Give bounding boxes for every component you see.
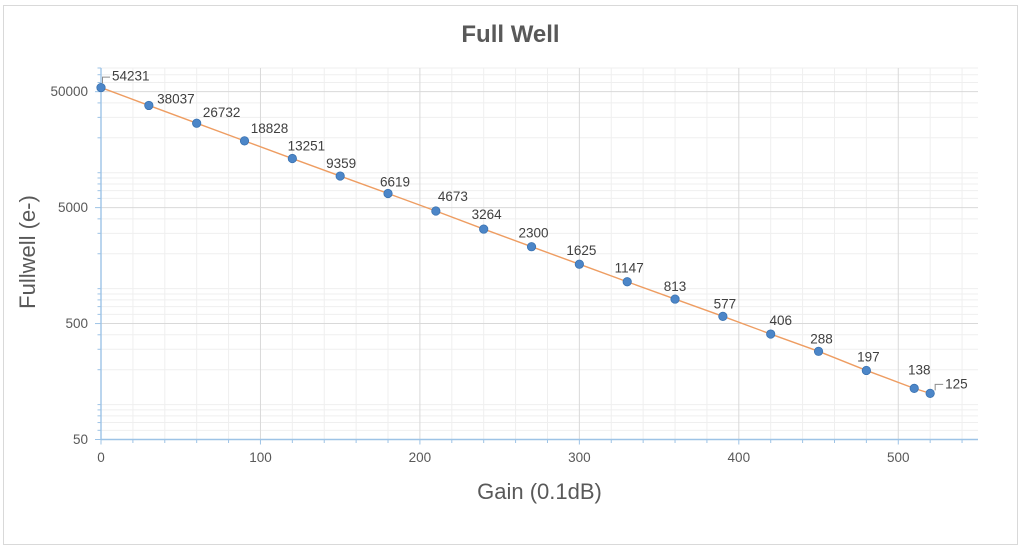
data-point-label: 9359 bbox=[326, 156, 356, 171]
data-point-marker[interactable] bbox=[670, 294, 680, 304]
data-point-label: 406 bbox=[769, 313, 792, 328]
data-point-label: 288 bbox=[810, 331, 833, 346]
data-point-marker[interactable] bbox=[861, 365, 871, 376]
data-point-label: 138 bbox=[908, 362, 931, 377]
x-tick-label: 200 bbox=[409, 450, 432, 465]
data-point-label: 813 bbox=[664, 279, 687, 294]
data-point-marker[interactable] bbox=[239, 136, 250, 146]
y-tick-label: 500 bbox=[65, 316, 88, 331]
data-point-label: 13251 bbox=[288, 139, 326, 154]
data-point-marker[interactable] bbox=[718, 311, 728, 321]
data-point-label: 125 bbox=[945, 376, 968, 391]
data-point-marker[interactable] bbox=[383, 188, 393, 199]
x-tick-label: 0 bbox=[97, 450, 105, 465]
chart-frame[interactable] bbox=[3, 5, 1018, 545]
y-tick-label: 5000 bbox=[58, 200, 88, 215]
data-point-label: 2300 bbox=[519, 226, 549, 241]
x-tick-label: 300 bbox=[568, 450, 591, 465]
data-point-marker[interactable] bbox=[526, 242, 537, 252]
label-leader-line bbox=[934, 383, 944, 391]
data-point-label: 1147 bbox=[615, 261, 644, 276]
data-point-label: 4673 bbox=[438, 189, 468, 204]
x-tick-label: 400 bbox=[728, 450, 751, 465]
data-point-marker[interactable] bbox=[622, 277, 632, 287]
data-point-marker[interactable] bbox=[766, 329, 776, 339]
data-point-marker[interactable] bbox=[192, 118, 202, 128]
data-point-label: 54231 bbox=[112, 69, 150, 84]
data-point-marker[interactable] bbox=[909, 383, 919, 393]
axes bbox=[95, 67, 978, 445]
plot-area: 0 100 200 300 400 500 50 500 5000 50000 54231 38037… bbox=[50, 67, 978, 465]
data-point-markers bbox=[96, 82, 935, 398]
x-axis-title: Gain (0.1dB) bbox=[477, 479, 602, 504]
major-gridlines bbox=[101, 68, 978, 440]
y-tick-label: 50 bbox=[73, 432, 88, 447]
x-tick-label: 100 bbox=[249, 450, 272, 465]
data-point-marker[interactable] bbox=[287, 153, 297, 164]
x-tick-label: 500 bbox=[887, 450, 910, 465]
data-point-marker[interactable] bbox=[96, 82, 106, 93]
minor-gridlines bbox=[101, 67, 978, 440]
data-point-marker[interactable] bbox=[479, 224, 489, 234]
data-point-label: 577 bbox=[714, 296, 737, 311]
data-point-marker[interactable] bbox=[574, 259, 584, 269]
chart-title: Full Well bbox=[461, 21, 560, 48]
data-point-marker[interactable] bbox=[925, 388, 935, 398]
data-point-label: 6619 bbox=[380, 174, 410, 189]
data-point-label: 3264 bbox=[472, 207, 503, 222]
data-point-label: 26732 bbox=[203, 105, 241, 120]
y-tick-label: 50000 bbox=[50, 84, 88, 99]
data-point-marker[interactable] bbox=[144, 100, 154, 111]
data-point-marker[interactable] bbox=[335, 171, 345, 181]
data-point-label: 197 bbox=[857, 349, 880, 364]
data-point-label: 38037 bbox=[157, 91, 195, 106]
data-point-marker[interactable] bbox=[813, 346, 824, 356]
data-point-marker[interactable] bbox=[431, 206, 441, 216]
data-point-label: 18828 bbox=[251, 121, 289, 136]
axis-tick-labels: 0 100 200 300 400 500 50 500 5000 50000 bbox=[50, 84, 909, 465]
data-point-label: 1625 bbox=[566, 243, 596, 258]
label-leader-line bbox=[102, 76, 110, 84]
